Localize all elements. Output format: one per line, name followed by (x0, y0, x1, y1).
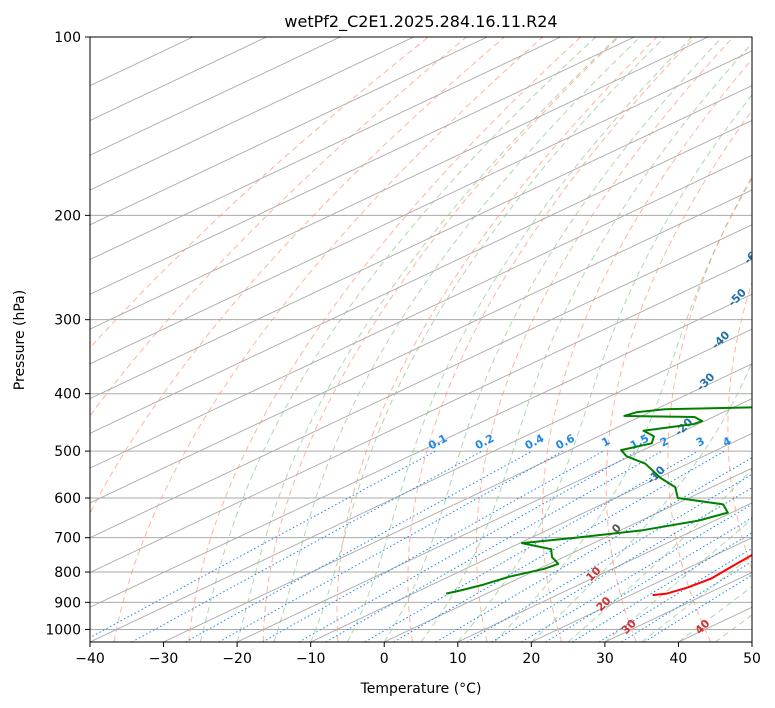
y-tick-label: 400 (54, 387, 81, 403)
isotherm-line (90, 37, 561, 261)
dry-adiabat-line (262, 37, 620, 642)
mixing-ratio-line (571, 532, 752, 642)
moist-adiabat-line (236, 37, 618, 642)
isotherm-line (90, 37, 635, 295)
mixing-ratio-line (644, 574, 752, 642)
moist-adiabat-line (346, 37, 693, 642)
x-tick-label: 10 (449, 651, 467, 667)
x-tick-label: −30 (149, 651, 179, 667)
y-tick-label: 200 (54, 208, 81, 224)
sounding-profiles (445, 406, 752, 597)
dry-adiabat-line (475, 37, 734, 642)
x-tick-label: 30 (596, 651, 614, 667)
mixing-ratio-line (545, 517, 752, 642)
dry-adiabat-line (605, 109, 752, 642)
isotherm-line (90, 259, 752, 573)
dry-adiabat-line (541, 58, 752, 642)
y-tick-label: 800 (54, 565, 81, 581)
mixing-ratio-line (131, 450, 483, 642)
isotherm-line (90, 37, 709, 330)
dry-adiabat-line (336, 37, 658, 642)
x-axis-ticks: −40 −30 −20 −10 0 10 20 30 40 50 (75, 642, 761, 667)
isotherm-line (457, 502, 752, 642)
x-tick-label: 50 (743, 651, 761, 667)
isotherm-line (236, 398, 752, 642)
mixing-ratio-line (491, 487, 752, 642)
isotherm-line (90, 37, 341, 156)
x-tick-label: 40 (670, 651, 688, 667)
x-axis-label: Temperature (°C) (360, 681, 482, 697)
y-tick-label: 100 (54, 30, 81, 46)
moist-adiabat-line (530, 360, 752, 642)
dry-adiabat-line (113, 37, 543, 642)
skewed-isotherms (90, 37, 752, 642)
y-axis-label: Pressure (hPa) (12, 290, 28, 390)
plot-area: -100-90-80-70-60-50-40-30-20-10010203040… (90, 37, 764, 642)
moist-adiabat-line (199, 37, 597, 642)
isotherm-line (90, 37, 414, 191)
x-tick-label: 20 (522, 651, 540, 667)
mixing-ratio-line (435, 457, 752, 642)
moist-adiabat-line (383, 37, 723, 642)
y-tick-label: 1000 (45, 622, 81, 638)
plot-frame (89, 36, 753, 643)
isotherm-line (163, 363, 752, 642)
isotherm-line (90, 37, 488, 226)
moist-adiabat-line (567, 468, 752, 642)
isotherm-line (90, 293, 752, 608)
isotherm-line (90, 50, 752, 365)
y-axis-ticks: 100 200 300 400 500 600 700 800 900 1000 (45, 30, 90, 638)
dry-adiabat-line (90, 37, 467, 417)
x-tick-label: 0 (380, 651, 389, 667)
mixing-ratio-line (90, 450, 436, 639)
moist-adiabat-line (678, 586, 752, 642)
dry-adiabat-line (188, 37, 582, 642)
dry-adiabat-line (727, 280, 752, 571)
mixing-ratio-line (218, 450, 564, 642)
x-tick-label: −40 (75, 651, 105, 667)
moist-adiabat-line (420, 42, 752, 642)
x-tick-label: −10 (296, 651, 326, 667)
y-tick-label: 500 (54, 444, 81, 460)
x-tick-label: −20 (222, 651, 252, 667)
isotherm-line (90, 154, 752, 469)
isotherm-label: -60 (741, 244, 764, 267)
y-tick-label: 600 (54, 491, 81, 507)
mixing-ratio-line (598, 547, 752, 642)
y-tick-label: 900 (54, 595, 81, 611)
y-tick-label: 300 (54, 313, 81, 329)
isotherm-line (90, 119, 752, 434)
isotherm-line (90, 224, 752, 539)
chart-title: wetPf2_C2E1.2025.284.16.11.R24 (284, 12, 557, 32)
moist-adiabat-line (494, 177, 752, 642)
isotherm-line (531, 537, 752, 642)
moist-adiabat-line (457, 94, 752, 642)
moist-adiabat-line (273, 37, 641, 642)
isotherm-line (384, 467, 752, 642)
isotherm-line (90, 85, 752, 400)
isotherm-line (310, 432, 752, 642)
y-tick-label: 700 (54, 531, 81, 547)
mixing-ratio-line (185, 450, 533, 642)
dry-adiabat-line (90, 37, 505, 515)
moist-adiabats (199, 37, 752, 642)
isotherm-line (90, 189, 752, 504)
mixing-ratio-lines (90, 450, 752, 642)
dewpoint-profile-line (445, 406, 752, 595)
isotherm-line (90, 328, 752, 642)
mixing-ratio-line (621, 560, 752, 642)
mixing-ratio-line (364, 450, 699, 642)
